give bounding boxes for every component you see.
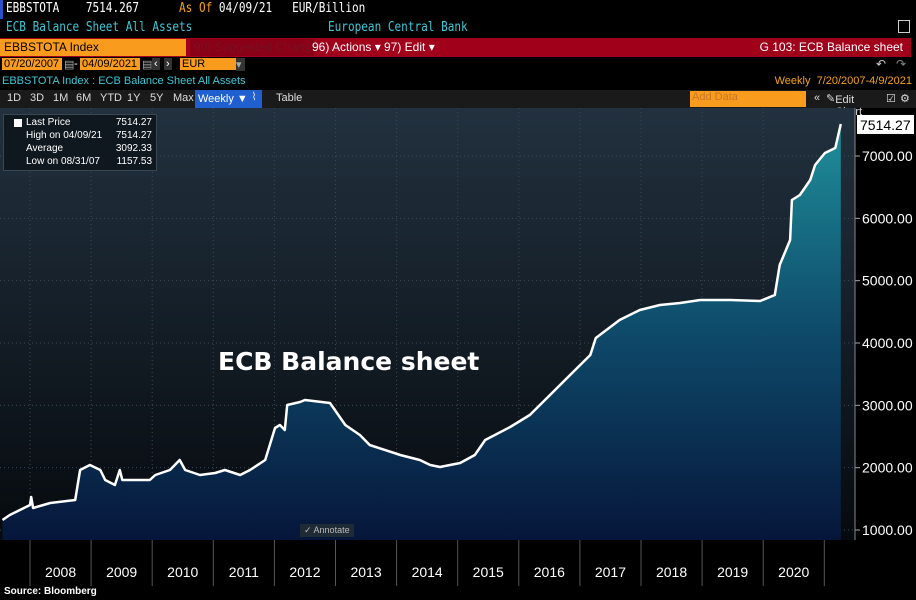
start-date-input[interactable]: 07/20/2007 bbox=[2, 58, 62, 70]
range-5y[interactable]: 5Y bbox=[150, 92, 164, 104]
chart-toolbar: 1D 3D 1M 6M YTD 1Y 5Y Max Weekly ▼ ⌇ Tab… bbox=[0, 90, 916, 118]
x-tick-label: 2020 bbox=[778, 564, 809, 580]
y-tick-label: 5000.00 bbox=[862, 273, 913, 289]
collapse-icon[interactable]: « bbox=[814, 92, 821, 104]
units: EUR/Billion bbox=[292, 1, 366, 16]
y-tick-label: 4000.00 bbox=[862, 335, 913, 351]
command-bar: EBBSTOTA Index 90) Suggested Charts 96) … bbox=[0, 38, 911, 57]
y-tick-label: 7000.00 bbox=[862, 148, 913, 164]
series-area bbox=[2, 124, 841, 540]
source-note: Source: Bloomberg bbox=[4, 586, 97, 597]
range: 7/20/2007-4/9/2021 bbox=[816, 75, 912, 87]
edit-menu[interactable]: 97) Edit ▾ bbox=[384, 40, 435, 54]
date-separator: - bbox=[74, 58, 78, 70]
actions-label: 96) Actions bbox=[312, 40, 372, 54]
add-data-input[interactable]: Add Data bbox=[690, 91, 806, 107]
redo-icon[interactable]: ↷ bbox=[896, 57, 907, 71]
edit-chart-button[interactable]: ✎ Edit Chart bbox=[826, 92, 862, 118]
legend-box: Last Price 7514.27 High on 04/09/21 7514.2… bbox=[3, 114, 157, 171]
range-max[interactable]: Max bbox=[173, 92, 194, 104]
calendar-icon[interactable]: ▤ bbox=[64, 59, 75, 71]
legend-value: 3092.33 bbox=[115, 143, 152, 154]
x-tick-label: 2017 bbox=[595, 564, 626, 580]
line-chart-icon[interactable]: ⌇ bbox=[246, 90, 262, 108]
ticker: EBBSTOTA bbox=[6, 1, 60, 16]
chart-title-annotation: ECB Balance sheet bbox=[218, 347, 479, 376]
legend-value: 1157.53 bbox=[116, 156, 152, 167]
focus-indicator bbox=[0, 0, 3, 19]
x-tick-label: 2010 bbox=[167, 564, 198, 580]
gear-icon[interactable]: ⚙ bbox=[900, 93, 910, 105]
chart-area: 1000.00 2000.00 3000.00 4000.00 5000.00 6000.… bbox=[0, 108, 916, 586]
y-tick-label: 2000.00 bbox=[862, 460, 913, 476]
series-line bbox=[1, 123, 843, 522]
page-title: G 103: ECB Balance sheet bbox=[759, 40, 903, 54]
range-6m[interactable]: 6M bbox=[76, 92, 92, 104]
range-ytd[interactable]: YTD bbox=[100, 92, 122, 104]
undo-icon[interactable]: ↶ bbox=[876, 57, 887, 71]
x-tick-label: 2012 bbox=[289, 564, 320, 580]
x-tick-label: 2009 bbox=[106, 564, 137, 580]
x-tick-label: 2019 bbox=[717, 564, 748, 580]
end-date-input[interactable]: 04/09/2021 bbox=[80, 58, 140, 70]
x-tick-label: 2013 bbox=[350, 564, 381, 580]
x-tick-label: 2011 bbox=[229, 564, 259, 580]
next-arrow[interactable]: › bbox=[164, 58, 172, 70]
y-tick-label: 1000.00 bbox=[862, 522, 913, 538]
as-of-date: 04/09/21 bbox=[218, 1, 273, 16]
legend-label: Low on 08/31/07 bbox=[26, 156, 100, 167]
legend-value: 7514.27 bbox=[115, 130, 152, 141]
chart-security-desc: EBBSTOTA Index : ECB Balance Sheet All A… bbox=[2, 75, 246, 87]
chevron-down-icon[interactable]: ▾ bbox=[236, 58, 245, 71]
header-row: EBBSTOTA 7514.267 As Of 04/09/21 EUR/Bil… bbox=[6, 1, 365, 19]
x-tick-label: 2008 bbox=[45, 564, 76, 580]
x-tick-label: 2014 bbox=[412, 564, 443, 580]
legend-value: 7514.27 bbox=[115, 117, 152, 128]
range-1d[interactable]: 1D bbox=[7, 92, 22, 104]
edit-label: 97) Edit bbox=[384, 40, 426, 54]
annotate-label: Annotate bbox=[313, 525, 350, 535]
prev-arrow[interactable]: ‹ bbox=[152, 58, 160, 70]
chart-range: Weekly 7/20/2007-4/9/2021 bbox=[775, 75, 912, 87]
annotate-button[interactable]: ✓ Annotate bbox=[300, 524, 354, 537]
range-1y[interactable]: 1Y bbox=[127, 92, 141, 104]
y-tick-label: 3000.00 bbox=[862, 397, 913, 413]
x-tick-label: 2016 bbox=[534, 564, 565, 580]
legend-label: Average bbox=[26, 143, 64, 154]
as-of-label: As Of bbox=[179, 1, 213, 16]
popout-icon[interactable] bbox=[898, 20, 910, 33]
legend-swatch bbox=[14, 119, 22, 127]
checkbox-icon[interactable]: ☑ bbox=[886, 93, 896, 105]
table-button[interactable]: Table bbox=[276, 92, 303, 104]
range-3d[interactable]: 3D bbox=[30, 92, 45, 104]
y-tick-label: 6000.00 bbox=[862, 210, 913, 226]
last-price-marker bbox=[857, 114, 914, 134]
period-select[interactable]: Weekly ▼ bbox=[195, 90, 251, 108]
security-input[interactable]: EBBSTOTA Index bbox=[0, 39, 186, 56]
security-name: ECB Balance Sheet All Assets bbox=[6, 20, 193, 35]
actions-menu[interactable]: 96) Actions ▾ bbox=[312, 40, 381, 54]
source-name: European Central Bank bbox=[328, 20, 468, 35]
frequency: Weekly bbox=[774, 75, 811, 87]
currency-select[interactable]: EUR bbox=[180, 58, 236, 70]
legend-label: Last Price bbox=[26, 117, 71, 128]
last-price-label: 7514.27 bbox=[860, 117, 911, 133]
calendar-icon[interactable]: ▤ bbox=[142, 59, 153, 71]
suggested-charts-button[interactable]: 90) Suggested Charts bbox=[190, 39, 315, 56]
legend-label: High on 04/09/21 bbox=[26, 130, 103, 141]
x-tick-label: 2015 bbox=[473, 564, 504, 580]
last-value: 7514.267 bbox=[85, 1, 140, 16]
range-1m[interactable]: 1M bbox=[53, 92, 69, 104]
x-tick-label: 2018 bbox=[656, 564, 687, 580]
